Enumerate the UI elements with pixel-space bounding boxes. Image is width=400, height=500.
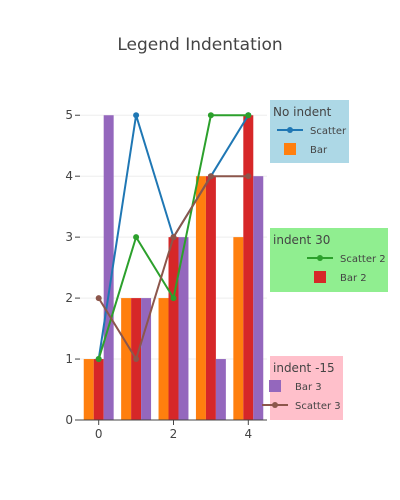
legend-marker-symbol xyxy=(272,402,278,408)
y-tick-label: 3 xyxy=(65,230,73,244)
lines xyxy=(95,112,252,363)
bar-bar-3 xyxy=(103,115,114,420)
point-scatter-3 xyxy=(133,356,140,363)
bar-bar-2 xyxy=(205,176,216,420)
bar-bar xyxy=(121,298,132,420)
bar-bar-2 xyxy=(168,237,179,420)
x-tick-label: 4 xyxy=(244,427,252,441)
point-scatter-3 xyxy=(207,173,214,180)
legend-item-label: Scatter 3 xyxy=(295,401,341,412)
legend-title: No indent xyxy=(273,105,332,119)
bar-bar-3 xyxy=(141,298,152,420)
bar-bar xyxy=(83,359,94,420)
x-tick-label: 2 xyxy=(170,427,178,441)
point-scatter-3 xyxy=(95,295,102,302)
y-tick-label: 1 xyxy=(65,352,73,366)
bar-bar-2 xyxy=(93,359,104,420)
bars xyxy=(83,115,264,420)
legend-marker-symbol xyxy=(317,255,323,261)
x-tick-label: 0 xyxy=(95,427,103,441)
legend-title: indent 30 xyxy=(273,233,330,247)
bar-bar-3 xyxy=(178,237,189,420)
point-scatter-2 xyxy=(245,112,252,119)
legend-item-label: Bar 3 xyxy=(295,382,322,393)
chart-title: Legend Indentation xyxy=(117,35,282,55)
bar-bar xyxy=(158,298,169,420)
bar-bar-3 xyxy=(215,359,226,420)
legend-item-label: Scatter 2 xyxy=(340,254,386,265)
point-scatter-2 xyxy=(170,295,177,302)
bar-bar-3 xyxy=(253,176,264,420)
point-scatter xyxy=(133,112,140,119)
legend-2: indent 30 Scatter 2 Bar 2 xyxy=(270,228,388,292)
bar-bar xyxy=(195,176,206,420)
point-scatter-3 xyxy=(170,234,177,241)
point-scatter-3 xyxy=(245,173,252,180)
y-tick-label: 2 xyxy=(65,291,73,305)
y-tick-label: 0 xyxy=(65,413,73,427)
legend-marker-symbol xyxy=(287,127,293,133)
legend-1: No indent Scatter Bar xyxy=(270,100,349,163)
legend-background xyxy=(270,100,349,163)
legend-3: indent -15 Bar 3 Scatter 3 xyxy=(262,356,343,420)
legend-bar-symbol xyxy=(284,143,296,155)
legend-title: indent -15 xyxy=(273,361,335,375)
legend-item-label: Bar xyxy=(310,145,328,156)
legend-bar-symbol xyxy=(314,271,326,283)
bar-bar xyxy=(233,237,244,420)
point-scatter-2 xyxy=(133,234,140,241)
legends: No indent Scatter Bar indent 30 Scatter 2 Bar… xyxy=(262,100,388,420)
y-tick-label: 4 xyxy=(65,169,73,183)
legend-item-label: Scatter xyxy=(310,126,347,137)
point-scatter-2 xyxy=(207,112,214,119)
legend-background xyxy=(270,228,388,292)
y-tick-label: 5 xyxy=(65,108,73,122)
axes: 0 2 4 0 1 2 3 4 5 xyxy=(65,108,267,441)
legend-background xyxy=(270,356,343,420)
bar-bar-2 xyxy=(243,115,254,420)
legend-item-label: Bar 2 xyxy=(340,273,367,284)
legend-bar-symbol xyxy=(269,380,281,392)
point-scatter-2 xyxy=(95,356,102,363)
